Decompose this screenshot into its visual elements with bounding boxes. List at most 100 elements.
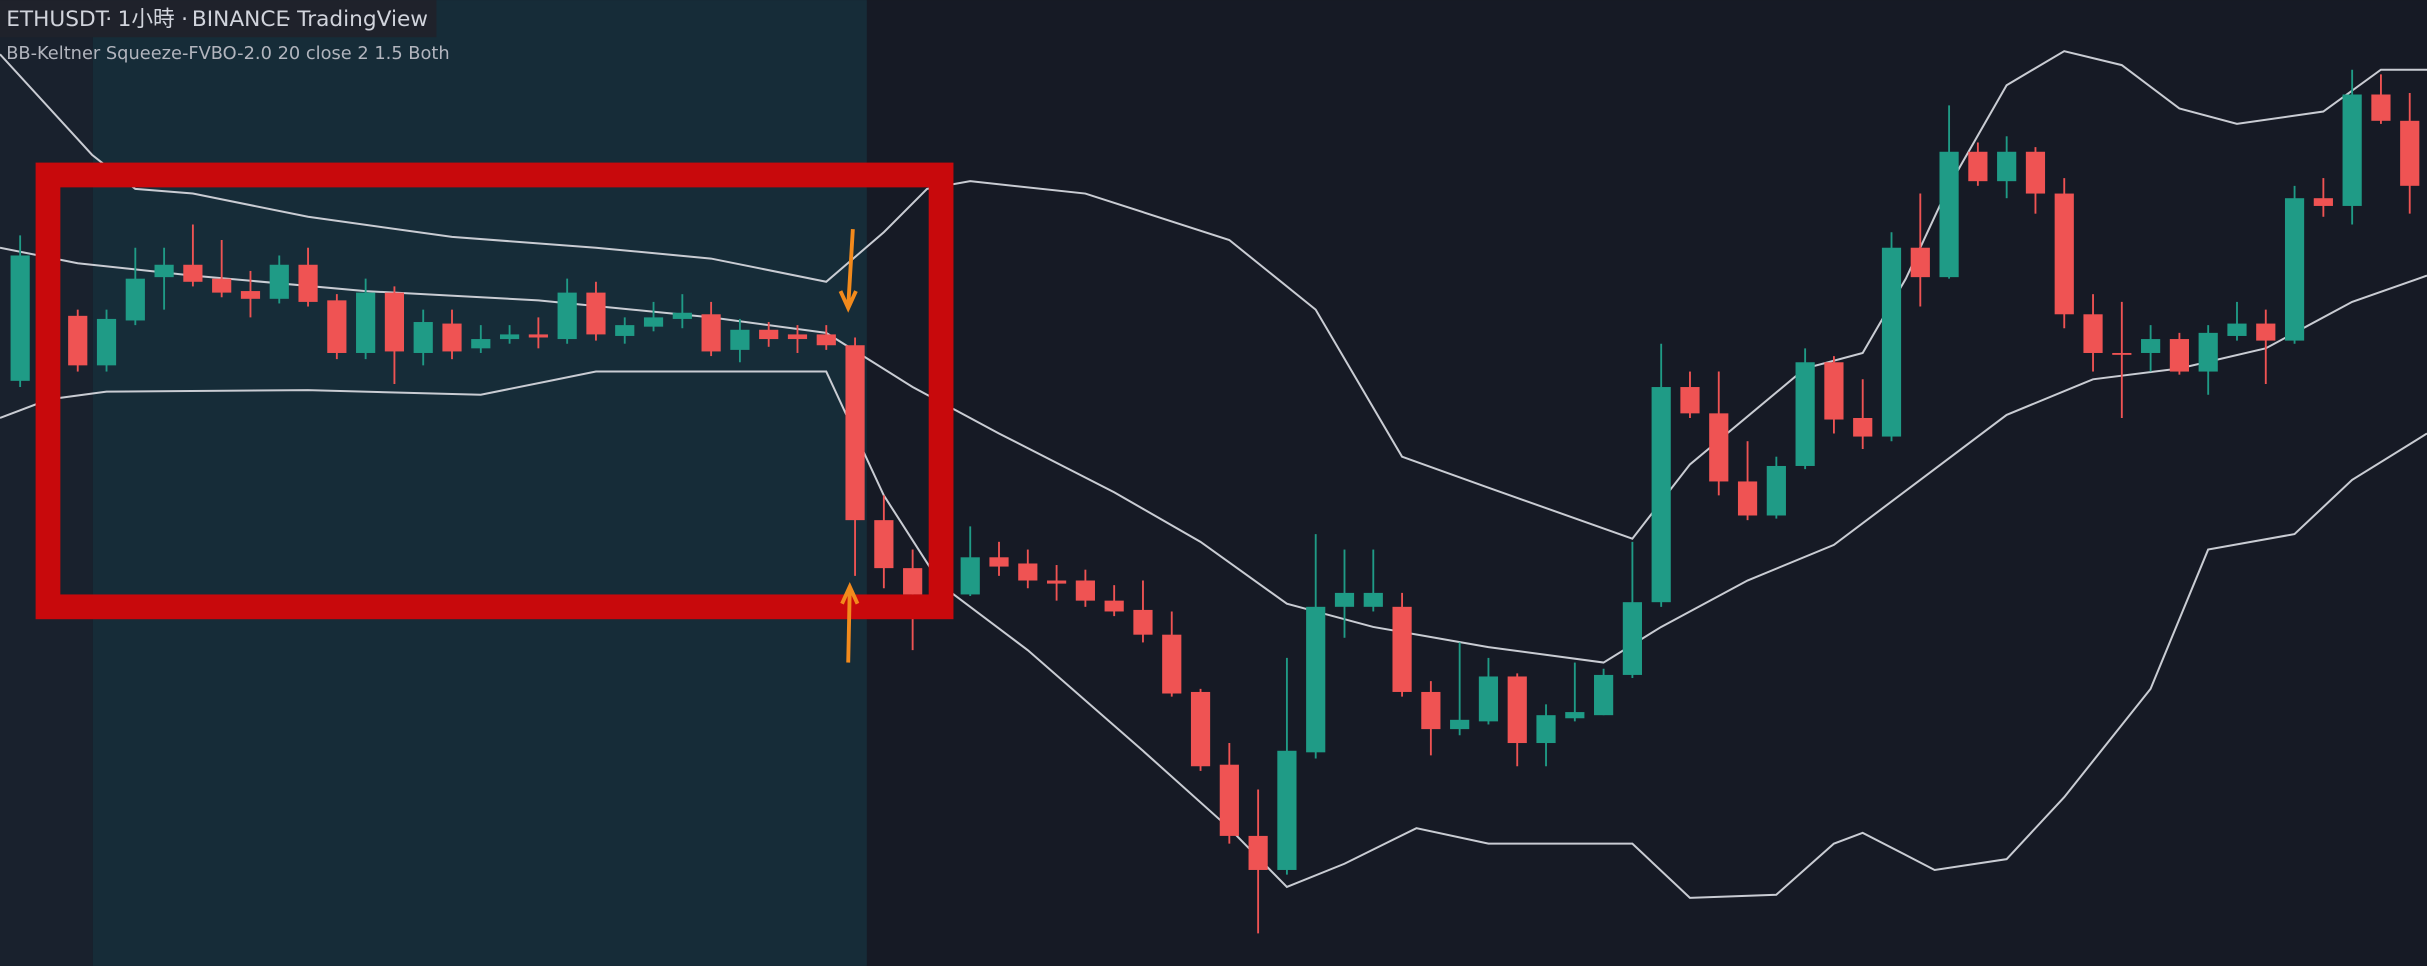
candle-body (672, 312, 692, 319)
squeeze-highlight (92, 0, 867, 966)
separator: · (285, 7, 292, 32)
candle-body (1162, 634, 1182, 694)
candle-body (298, 264, 318, 302)
candle-body (356, 292, 376, 353)
candle-body (1766, 465, 1786, 516)
candle-body (1997, 151, 2017, 182)
candle-body (1507, 676, 1527, 744)
candle-body (212, 278, 232, 293)
candle-body (2342, 94, 2362, 206)
candle-body (10, 255, 30, 381)
candle-body (2025, 151, 2046, 194)
candle-body (1277, 750, 1297, 870)
candle-body (874, 520, 894, 569)
band-line (0, 50, 2427, 540)
candle-body (1190, 691, 1211, 767)
candle-body (1709, 413, 1729, 482)
exchange: BINANCE (192, 7, 289, 32)
plot (0, 50, 2427, 934)
indicator-label: BB-Keltner Squeeze-FVBO-2.0 20 close 2 1… (6, 43, 449, 64)
candle-body (384, 292, 405, 352)
header-bg (0, 0, 437, 38)
candle-body (557, 292, 577, 340)
candle-body (327, 300, 347, 353)
candle-body (730, 329, 750, 350)
candle-body (1910, 247, 1930, 278)
candle-body (2371, 94, 2391, 121)
candle-body (1133, 609, 1153, 635)
candle-body (1363, 592, 1383, 607)
candle-body (2227, 323, 2247, 336)
candle-body (1622, 602, 1642, 675)
arrow-down (838, 229, 858, 313)
candle-body (154, 264, 174, 278)
candle-body (1104, 600, 1124, 612)
candle-body (816, 334, 836, 346)
candle-body (1306, 606, 1326, 753)
candle-body (2083, 314, 2103, 353)
candle-body (1824, 362, 1844, 420)
candle-body (903, 568, 923, 595)
candle-body (1450, 719, 1470, 730)
candle-body (1853, 417, 1873, 437)
arrows (838, 229, 860, 663)
candle-body (1737, 481, 1758, 516)
candle-body (1795, 362, 1815, 466)
candle-body (989, 557, 1009, 567)
candle-body (125, 278, 145, 321)
candle-body (1075, 580, 1095, 601)
candle-body (2198, 332, 2218, 372)
candle-body (528, 334, 548, 338)
candle-body (1968, 151, 1988, 182)
candle-body (183, 264, 203, 282)
candle-body (586, 292, 606, 335)
candle-body (1594, 674, 1614, 716)
candle-body (413, 322, 433, 353)
candle-body (499, 334, 520, 340)
candle-body (2112, 352, 2132, 355)
candle-body (845, 345, 865, 521)
symbol: ETHUSDT (6, 7, 109, 32)
candle-body (1536, 715, 1556, 744)
candle-body (1651, 387, 1671, 603)
candle-body (2284, 198, 2305, 341)
candle-body (1392, 606, 1412, 692)
candle-body (643, 317, 664, 327)
candle-body (442, 323, 462, 352)
candle-body (2313, 198, 2333, 206)
candle-body (1334, 592, 1355, 607)
candle-body (1565, 712, 1585, 719)
candle-body (701, 314, 721, 352)
candle-body (2141, 339, 2161, 353)
candle-body (1939, 151, 1959, 278)
arrow-up (840, 582, 860, 663)
candle-body (1680, 387, 1700, 414)
separator: · (105, 7, 112, 32)
candle-body (1248, 835, 1268, 870)
interval: 1小時 (118, 7, 175, 32)
candle-body (269, 264, 289, 299)
candle-body (759, 329, 779, 340)
candle-body (615, 325, 635, 336)
candle-body (960, 557, 980, 595)
band-line (0, 370, 2427, 899)
candle-body (1046, 580, 1067, 584)
candle-body (1478, 676, 1499, 722)
candle-body (2400, 120, 2420, 186)
candle-body (240, 291, 261, 299)
candle-body (1219, 764, 1239, 836)
candle-body (96, 318, 117, 366)
candle-body (2054, 193, 2074, 315)
candle-body (1018, 563, 1038, 581)
candle-body (2169, 339, 2190, 372)
candle-body (68, 315, 88, 366)
candle-body (2256, 323, 2276, 341)
candle-body (1421, 691, 1441, 730)
candle-body (787, 334, 808, 340)
annotation-box (35, 162, 954, 620)
source: TradingView (296, 7, 428, 32)
separator: · (181, 7, 188, 32)
band-line (0, 246, 2427, 664)
